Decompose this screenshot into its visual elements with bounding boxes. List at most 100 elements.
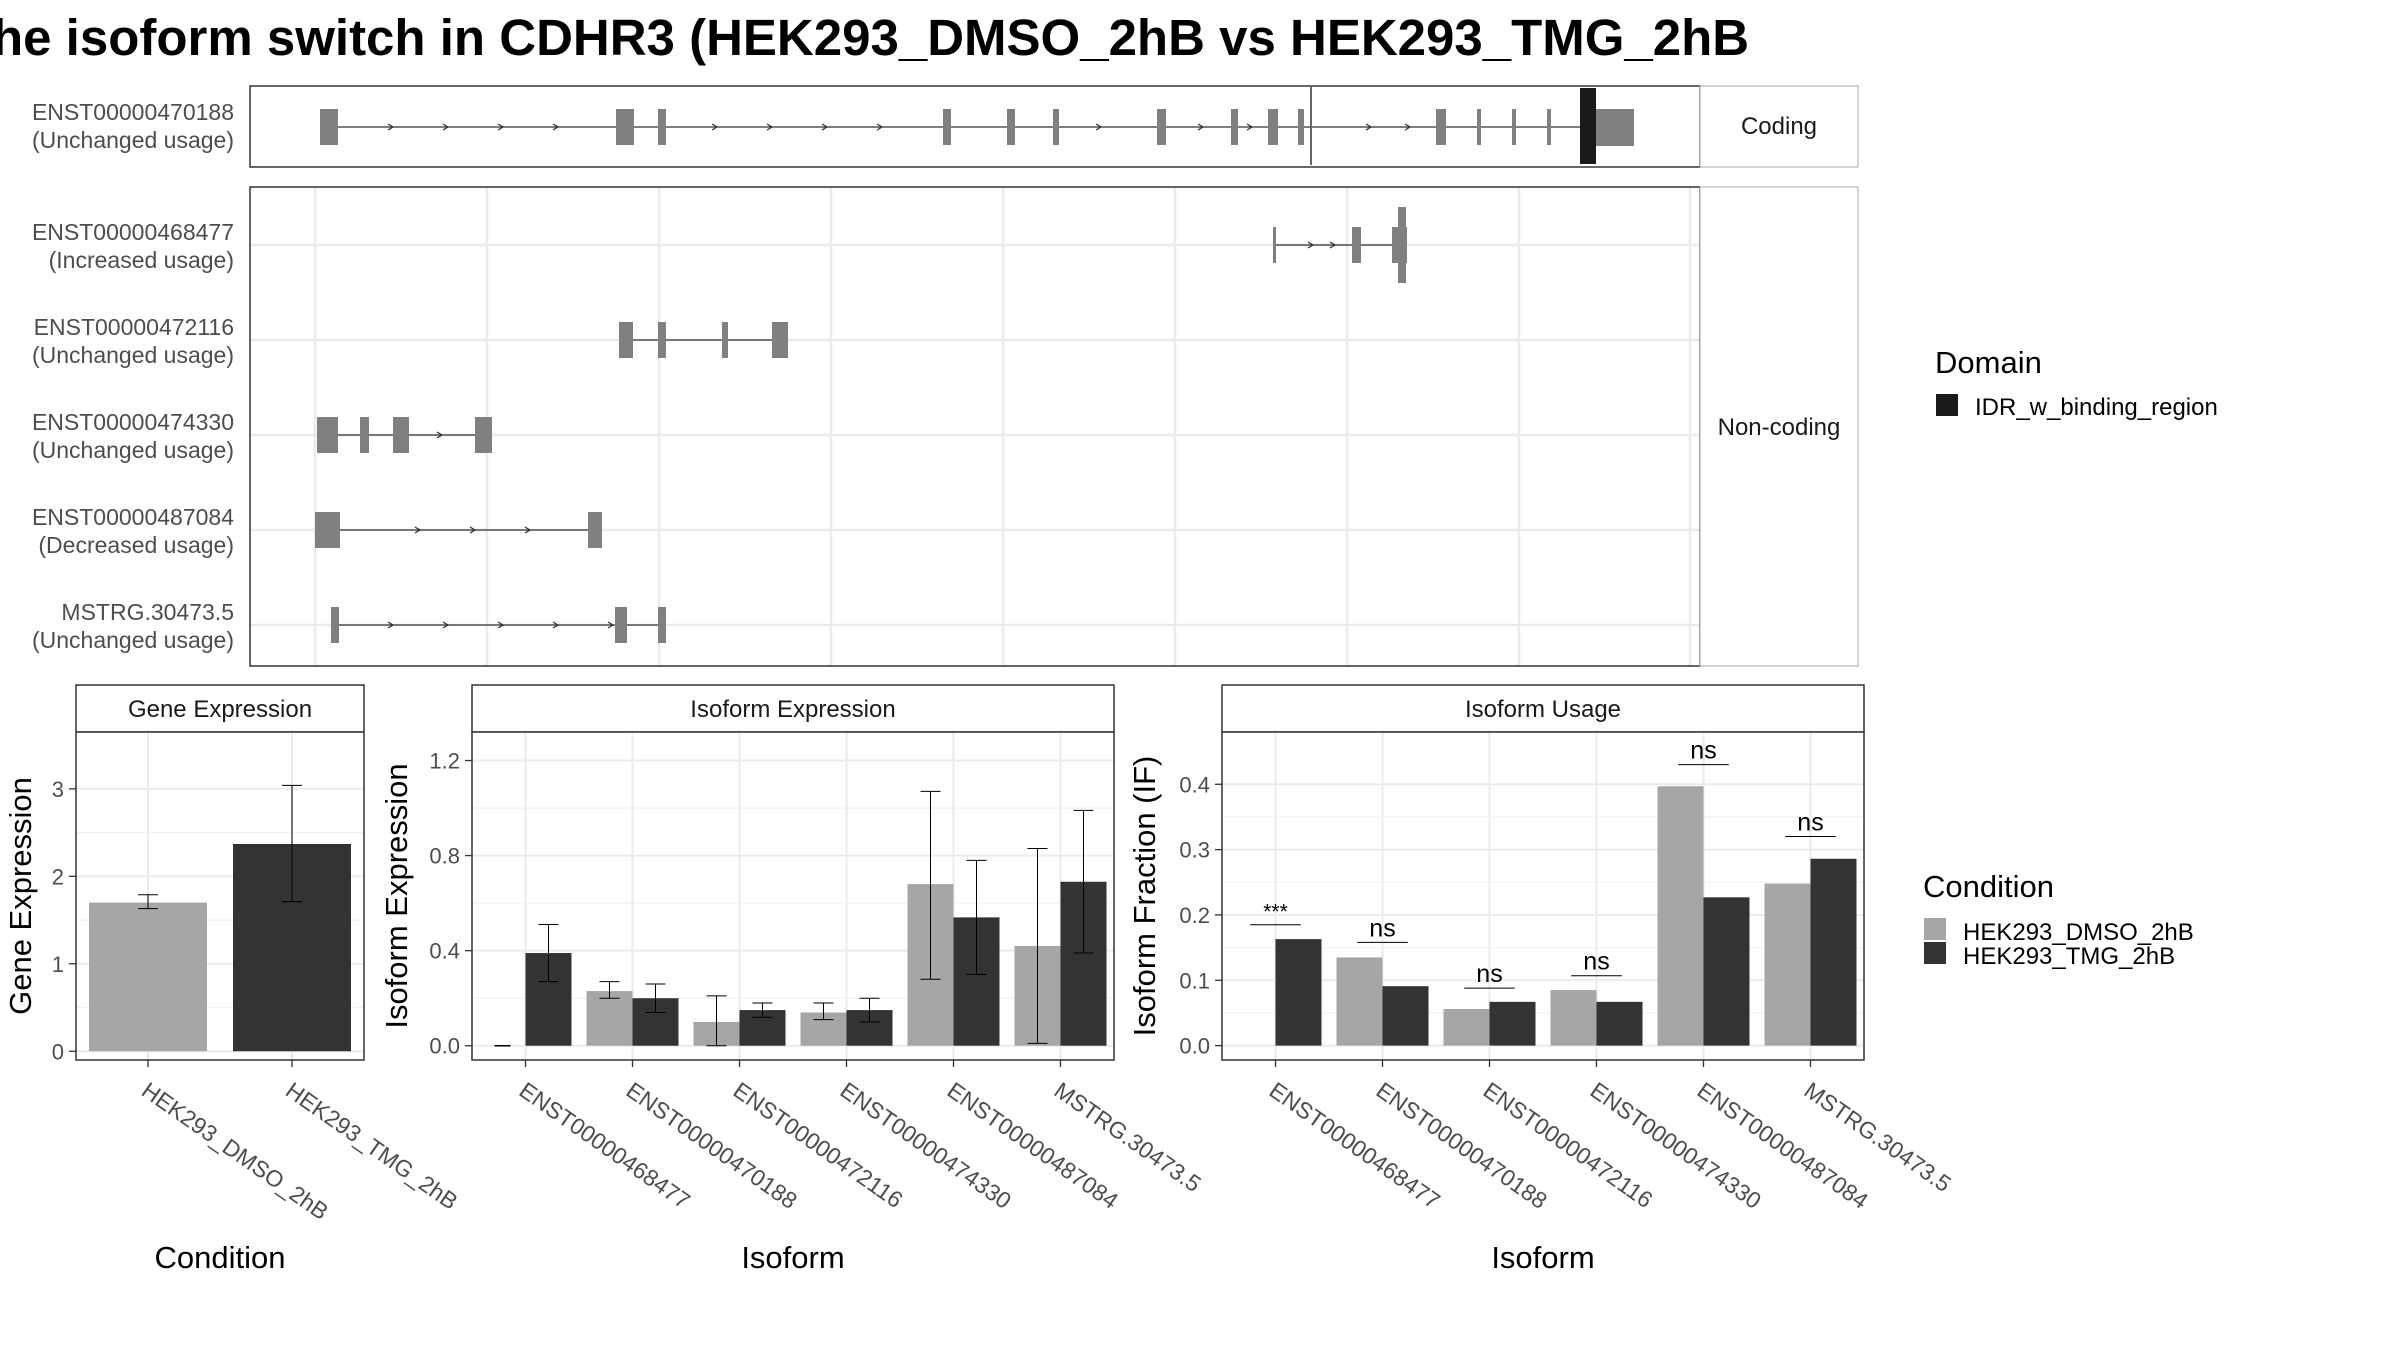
- exon: [1352, 227, 1361, 263]
- exon: [772, 322, 788, 358]
- strand-arrow: [552, 123, 560, 131]
- strand-arrow: [497, 621, 505, 629]
- bar-ENST00000472116-HEK293_DMSO_2hB: [1443, 1009, 1490, 1046]
- significance-label: ***: [1263, 901, 1288, 924]
- y-axis-title: Isoform Fraction (IF): [1127, 756, 1162, 1037]
- exon: [1231, 109, 1238, 145]
- exon: [619, 322, 633, 358]
- strand-arrow: [387, 123, 395, 131]
- x-axis-title: Isoform: [741, 1240, 844, 1275]
- strand-arrow: [711, 123, 719, 131]
- y-tick-label: 0: [52, 1039, 64, 1064]
- y-tick-label: 0.4: [429, 939, 460, 964]
- legend-domain-key: [1936, 394, 1958, 416]
- bar-ENST00000474330-HEK293_DMSO_2hB: [1550, 990, 1597, 1046]
- exon: [317, 417, 338, 453]
- exon: [588, 512, 602, 548]
- exon: [1547, 109, 1551, 145]
- exon: [1298, 109, 1304, 145]
- y-tick-label: 1: [52, 952, 64, 977]
- legend-condition-label-tmg: HEK293_TMG_2hB: [1963, 943, 2175, 970]
- exon: [1398, 207, 1406, 283]
- y-tick-label: 0.8: [429, 844, 460, 869]
- y-tick-label: 0.1: [1179, 968, 1210, 993]
- exon: [658, 607, 666, 643]
- transcript-ENST00000468477: [1273, 207, 1407, 283]
- plot-background: [1222, 732, 1864, 1060]
- noncoding-strip: [1699, 186, 1859, 667]
- bar-HEK293_DMSO_2hB: [89, 902, 207, 1052]
- figure-title: he isoform switch in CDHR3 (HEK293_DMSO_…: [0, 9, 1749, 66]
- nc-ylabel-usage-1: (Unchanged usage): [32, 342, 234, 368]
- nc-ylabel-id-0: ENST00000468477: [32, 219, 234, 245]
- strand-arrow: [607, 621, 615, 629]
- legend-condition-key-tmg: [1924, 942, 1946, 964]
- exon: [331, 607, 339, 643]
- exon: [722, 322, 728, 358]
- strand-arrow: [1197, 123, 1205, 131]
- exon: [1436, 109, 1446, 145]
- nc-ylabel-id-1: ENST00000472116: [34, 314, 234, 340]
- panel-border: [471, 731, 1115, 1061]
- y-axis-title: Gene Expression: [3, 777, 38, 1015]
- transcript-ENST00000472116: [619, 322, 788, 358]
- nc-ylabel-id-4: MSTRG.30473.5: [61, 599, 234, 625]
- bar-ENST00000487084-HEK293_DMSO_2hB: [1657, 786, 1704, 1046]
- y-axis-title: Isoform Expression: [379, 763, 414, 1028]
- strand-arrow: [442, 621, 450, 629]
- exon: [943, 109, 951, 145]
- bar-ENST00000470188-HEK293_DMSO_2hB: [586, 991, 633, 1046]
- y-tick-label: 0.4: [1179, 772, 1210, 797]
- structure-coding-panel: Coding ENST00000470188 (Unchanged usage): [32, 85, 1859, 168]
- bar-ENST00000468477-HEK293_TMG_2hB: [1275, 939, 1322, 1046]
- exon: [320, 109, 338, 145]
- bar-ENST00000470188-HEK293_DMSO_2hB: [1336, 957, 1383, 1046]
- coding-ylabel-id: ENST00000470188: [32, 99, 234, 125]
- transcript-ENST00000474330: [317, 417, 492, 453]
- y-tick-label: 0.2: [1179, 903, 1210, 928]
- strand-arrow: [1404, 123, 1412, 131]
- strand-arrow: [442, 123, 450, 131]
- strip: [471, 684, 1115, 733]
- noncoding-panel-background: [250, 187, 1700, 666]
- coding-ylabel-usage: (Unchanged usage): [32, 127, 234, 153]
- strand-arrow: [821, 123, 829, 131]
- y-tick-label: 0.0: [1179, 1034, 1210, 1059]
- y-tick-label: 2: [52, 864, 64, 889]
- legend-condition: Condition HEK293_DMSO_2hB HEK293_TMG_2hB: [1923, 869, 2194, 970]
- noncoding-strip-label: Non-coding: [1718, 414, 1841, 441]
- legend-condition-label-dmso: HEK293_DMSO_2hB: [1963, 919, 2194, 946]
- structure-noncoding-panel: Non-coding ENST00000468477 (Increased us…: [32, 186, 1859, 667]
- x-tick-label: ENST00000468477: [515, 1077, 695, 1214]
- exon: [1273, 227, 1276, 263]
- significance-label: ns: [1583, 948, 1609, 976]
- y-tick-label: 0.0: [429, 1034, 460, 1059]
- exon: [393, 417, 409, 453]
- strip: [75, 684, 365, 733]
- exon: [315, 512, 340, 548]
- strand-arrow: [469, 526, 477, 534]
- exon: [1157, 109, 1166, 145]
- panel-title: Gene Expression: [128, 696, 312, 723]
- nc-ylabel-usage-0: (Increased usage): [49, 247, 234, 273]
- legend-condition-key-dmso: [1924, 918, 1946, 940]
- strand-arrow: [552, 621, 560, 629]
- transcript-ENST00000470188: [320, 87, 1634, 165]
- noncoding-transcripts: [315, 207, 1407, 643]
- significance-label: ns: [1690, 737, 1716, 765]
- strand-arrow: [876, 123, 884, 131]
- nc-ylabel-usage-3: (Decreased usage): [38, 532, 234, 558]
- strand-arrow: [1307, 241, 1315, 249]
- panel-title: Isoform Expression: [690, 696, 895, 723]
- strand-arrow: [387, 621, 395, 629]
- exon: [1268, 109, 1278, 145]
- bar-ENST00000487084-HEK293_TMG_2hB: [1703, 897, 1750, 1046]
- exon: [616, 109, 634, 145]
- nc-ylabel-id-3: ENST00000487084: [32, 504, 234, 530]
- x-tick-label: ENST00000474330: [1586, 1077, 1766, 1214]
- strand-arrow: [1095, 123, 1103, 131]
- exon-utr: [1596, 109, 1634, 146]
- strand-arrow: [1365, 123, 1373, 131]
- bar-ENST00000470188-HEK293_TMG_2hB: [1382, 986, 1429, 1046]
